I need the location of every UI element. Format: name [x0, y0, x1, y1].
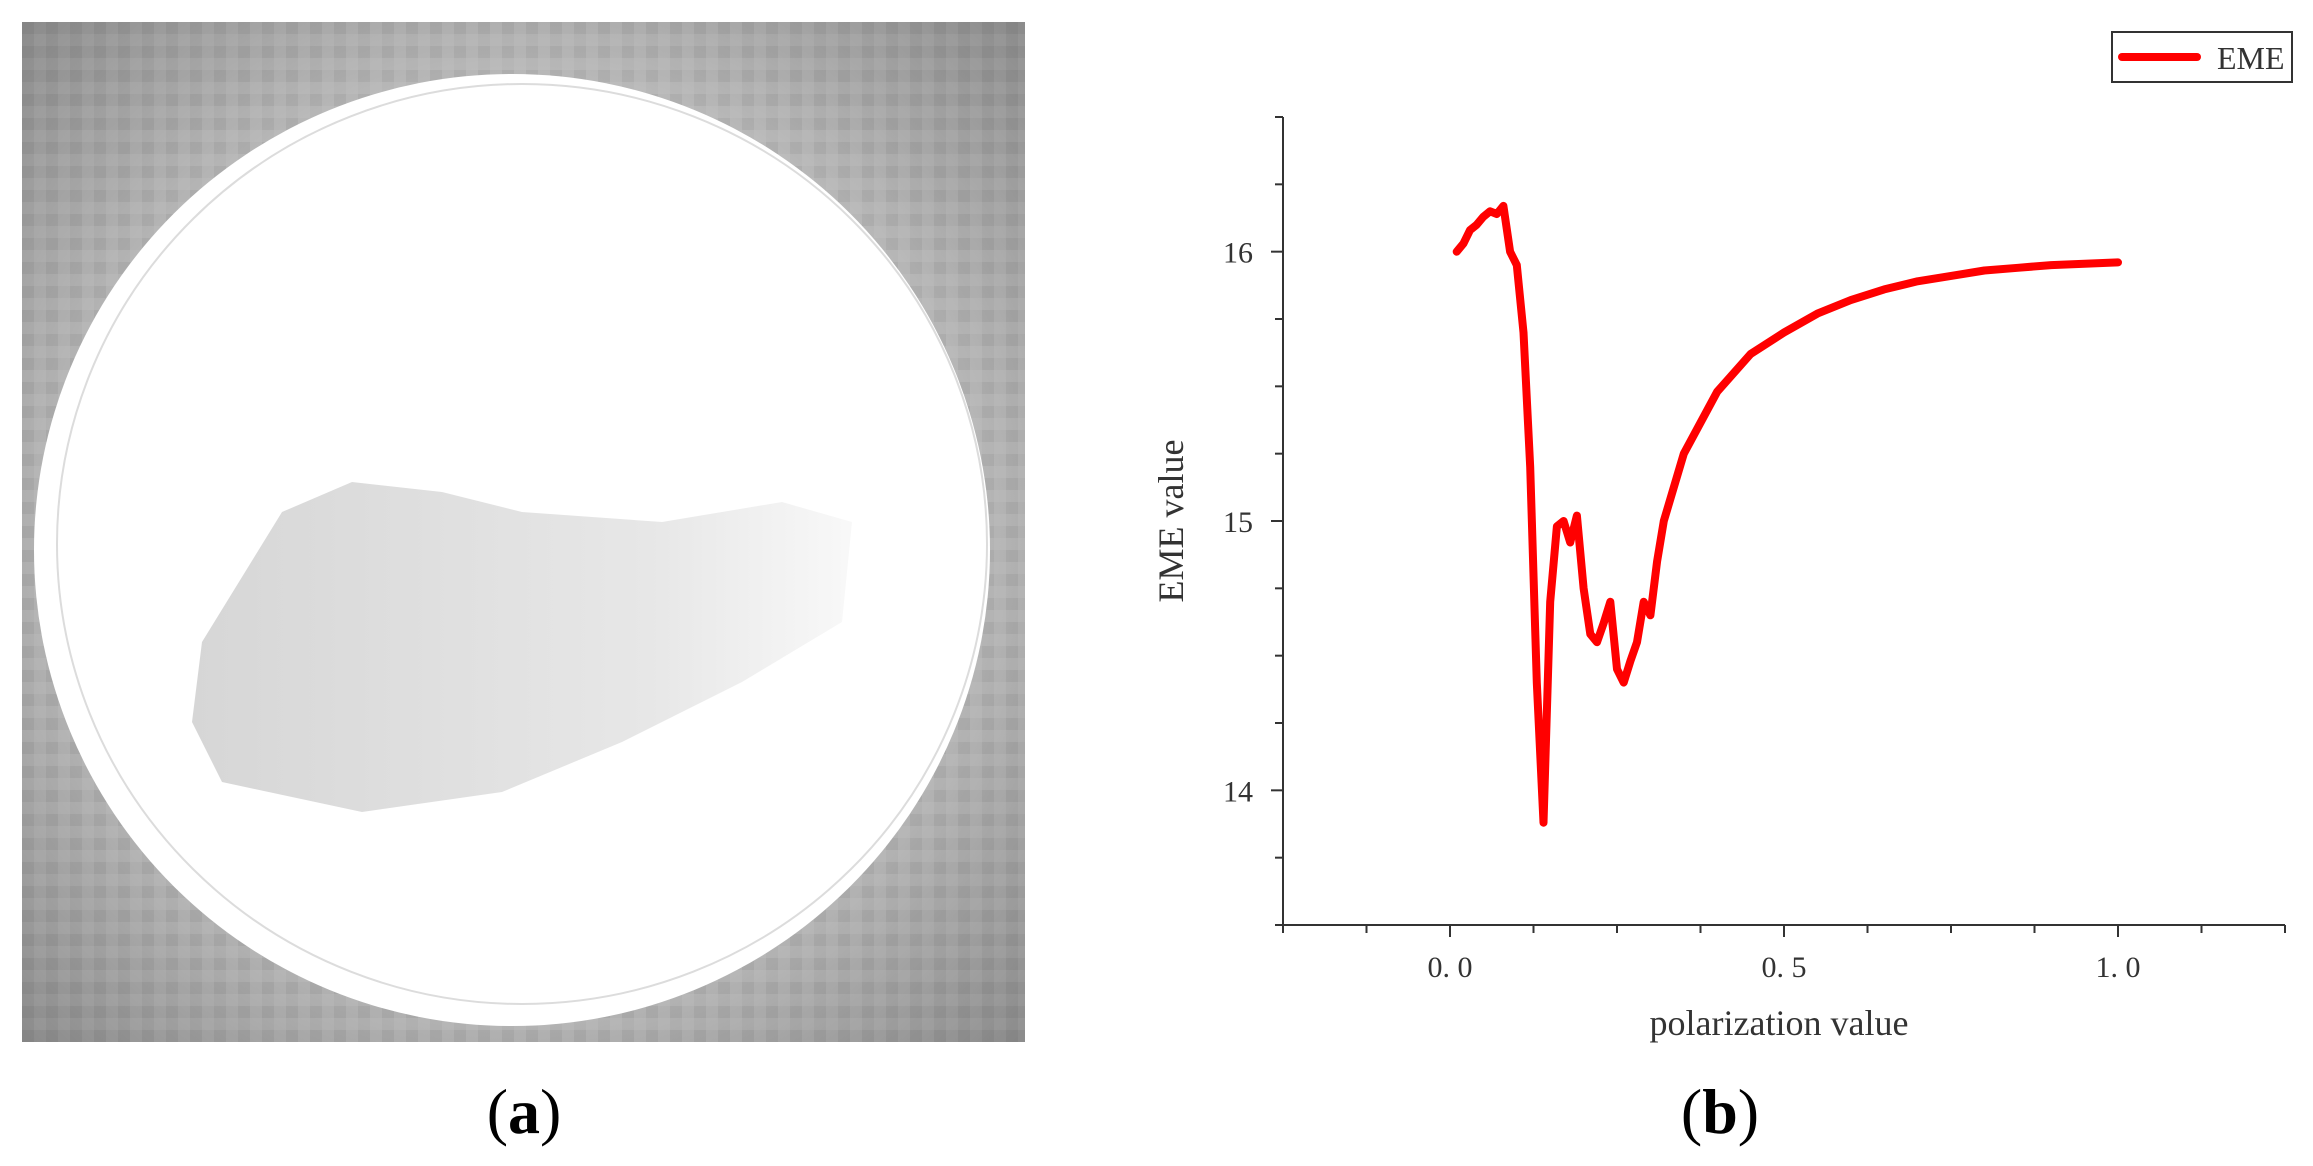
panel-a-image — [22, 22, 1025, 1042]
x-tick-label: 0. 5 — [1762, 951, 1807, 984]
y-tick-label: 14 — [1223, 775, 1253, 808]
chart-series — [1452, 201, 2122, 827]
chart-legend: EME — [2111, 31, 2293, 83]
sample-photo — [22, 22, 1025, 1042]
chart-labels: 0. 0 0. 5 1. 0 14 15 16 polarization value EME … — [1151, 237, 2141, 1043]
caption-b: (b) — [1680, 1076, 1760, 1147]
rock-sample — [192, 482, 852, 812]
x-tick-label: 1. 0 — [2096, 951, 2141, 984]
eme-chart: 0. 0 0. 5 1. 0 14 15 16 polarization value EME … — [1151, 31, 2293, 1043]
panel-b-chart: 0. 0 0. 5 1. 0 14 15 16 polarization value EME … — [1080, 0, 2313, 1080]
legend-label: EME — [2217, 40, 2285, 76]
series-line-eme — [1452, 201, 2122, 827]
y-tick-label: 16 — [1223, 237, 1253, 270]
x-axis-title: polarization value — [1650, 1003, 1909, 1043]
y-axis-title: EME value — [1151, 440, 1191, 603]
chart-axes — [1271, 116, 2286, 937]
x-tick-label: 0. 0 — [1428, 951, 1473, 984]
caption-a: (a) — [486, 1076, 562, 1147]
y-tick-label: 15 — [1223, 506, 1253, 539]
